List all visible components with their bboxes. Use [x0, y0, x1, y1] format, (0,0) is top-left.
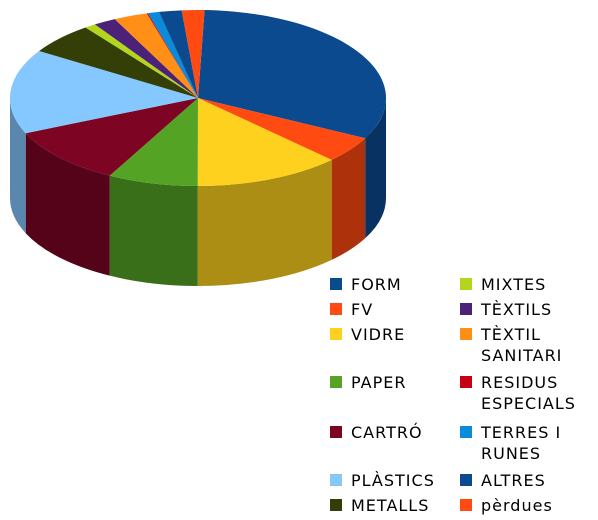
legend-swatch-textils — [460, 303, 472, 315]
pie-slice-altres — [159, 10, 198, 99]
legend-swatch-form — [330, 278, 342, 290]
legend-swatch-fv — [330, 303, 342, 315]
pie-side-plastics — [10, 98, 26, 234]
legend-swatch-altres — [460, 474, 472, 486]
legend-item-fv: FV — [330, 299, 373, 320]
legend-swatch-metalls — [330, 499, 342, 511]
legend-label-cartro: CARTRÓ — [351, 423, 423, 442]
pie-side-paper — [109, 175, 198, 286]
legend-label-vidre: VIDRE — [351, 325, 406, 344]
legend-item-plastics: PLÀSTICS — [330, 470, 435, 491]
legend-label-mixtes: MIXTES — [481, 275, 547, 294]
pie-slice-vidre — [197, 98, 332, 186]
pie-slice-residus-especials — [146, 13, 198, 98]
pie-slice-mixtes — [85, 24, 198, 98]
legend-item-mixtes: MIXTES — [460, 274, 546, 295]
pie-slice-cartro — [25, 98, 199, 176]
legend-swatch-plastics — [330, 474, 342, 486]
legend-item-altres: ALTRES — [460, 470, 546, 491]
pie-top-faces — [10, 10, 387, 186]
chart-legend: FORM FV VIDRE PAPER CARTRÓ PLÀSTICS META… — [330, 274, 592, 520]
pie-side-cartro — [25, 133, 110, 276]
legend-label-terres-i-runes: TERRES I RUNES — [481, 423, 562, 463]
pie-slice-metalls — [39, 27, 198, 98]
legend-item-cartro: CARTRÓ — [330, 422, 423, 443]
legend-swatch-vidre — [330, 328, 342, 340]
pie-side-vidre — [197, 159, 332, 286]
pie-side-walls — [10, 98, 386, 286]
legend-label-textils: TÈXTILS — [481, 300, 553, 319]
legend-item-textil-sanitari: TÈXTIL SANITARI — [460, 324, 562, 366]
legend-item-form: FORM — [330, 274, 402, 295]
pie-slice-paper — [109, 98, 198, 186]
legend-swatch-terres-i-runes — [460, 426, 472, 438]
legend-label-form: FORM — [351, 275, 402, 294]
legend-swatch-residus-especials — [460, 376, 472, 388]
pie-slice-fv — [198, 98, 366, 160]
legend-label-perdues: pèrdues — [481, 496, 553, 515]
pie-slice-perdues — [181, 10, 205, 99]
legend-label-residus-especials: RESIDUS ESPECIALS — [481, 373, 576, 413]
pie-slice-plastics — [10, 50, 198, 134]
legend-item-metalls: METALLS — [330, 495, 429, 516]
pie-slice-form — [198, 10, 387, 139]
legend-item-residus-especials: RESIDUS ESPECIALS — [460, 372, 576, 414]
legend-swatch-textil-sanitari — [460, 328, 472, 340]
legend-item-vidre: VIDRE — [330, 324, 405, 345]
pie-side-fv — [331, 138, 366, 260]
legend-label-altres: ALTRES — [481, 471, 546, 490]
legend-swatch-paper — [330, 376, 342, 388]
legend-label-fv: FV — [351, 300, 374, 319]
pie-slice-textil-sanitari — [114, 13, 198, 98]
legend-item-paper: PAPER — [330, 372, 406, 393]
legend-swatch-perdues — [460, 499, 472, 511]
pie-slice-textils — [94, 19, 198, 98]
legend-label-textil-sanitari: TÈXTIL SANITARI — [481, 325, 563, 365]
legend-item-terres-i-runes: TERRES I RUNES — [460, 422, 561, 464]
legend-swatch-mixtes — [460, 278, 472, 290]
pie-slice-terres-i-runes — [147, 11, 198, 99]
legend-label-paper: PAPER — [351, 373, 407, 392]
pie-side-form — [365, 98, 386, 239]
legend-label-metalls: METALLS — [351, 496, 430, 515]
legend-label-plastics: PLÀSTICS — [351, 471, 435, 490]
legend-item-perdues: pèrdues — [460, 495, 553, 516]
legend-item-textils: TÈXTILS — [460, 299, 552, 320]
legend-swatch-cartro — [330, 426, 342, 438]
